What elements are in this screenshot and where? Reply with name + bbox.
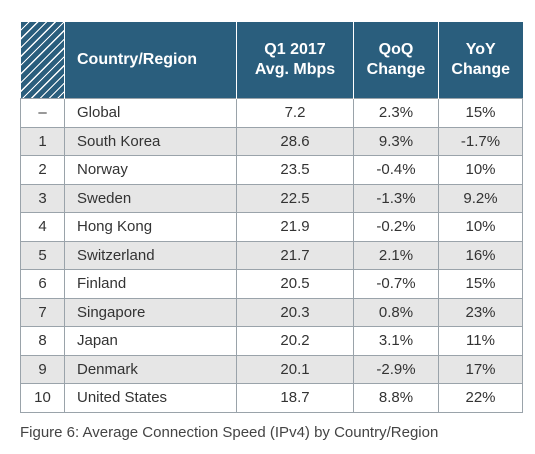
header-avg-mbps: Q1 2017 Avg. Mbps [236,22,354,99]
header-qoq-line2: Change [366,61,426,78]
qoq-change-cell: -0.2% [353,212,439,242]
yoy-change-cell: 11% [438,326,523,356]
rank-cell: 8 [20,326,65,356]
yoy-change-cell: 9.2% [438,184,523,213]
avg-mbps-cell: 21.9 [236,212,354,242]
rank-cell: 5 [20,241,65,270]
table-row: 5 Switzerland 21.7 2.1% 16% [20,241,523,270]
qoq-change-cell: -1.3% [353,184,439,213]
table-row: 4 Hong Kong 21.9 -0.2% 10% [20,212,523,242]
yoy-change-cell: 16% [438,241,523,270]
header-avg-mbps-line1: Q1 2017 [264,41,326,58]
qoq-change-cell: -0.7% [353,269,439,299]
table-row: 7 Singapore 20.3 0.8% 23% [20,298,523,327]
avg-mbps-cell: 21.7 [236,241,354,270]
country-cell: Singapore [64,298,237,327]
qoq-change-cell: 8.8% [353,383,439,413]
rank-cell: 4 [20,212,65,242]
country-cell: South Korea [64,127,237,156]
qoq-change-cell: 2.3% [353,98,439,128]
rank-cell: 3 [20,184,65,213]
yoy-change-cell: -1.7% [438,127,523,156]
yoy-change-cell: 15% [438,98,523,128]
header-avg-mbps-line2: Avg. Mbps [254,61,336,78]
table-row: 9 Denmark 20.1 -2.9% 17% [20,355,523,384]
avg-mbps-cell: 20.1 [236,355,354,384]
country-cell: Finland [64,269,237,299]
data-table-container: Country/Region Q1 2017 Avg. Mbps QoQ Cha… [20,22,523,413]
qoq-change-cell: 0.8% [353,298,439,327]
country-cell: Sweden [64,184,237,213]
table-row: 3 Sweden 22.5 -1.3% 9.2% [20,184,523,213]
table-row: 1 South Korea 28.6 9.3% -1.7% [20,127,523,156]
yoy-change-cell: 10% [438,212,523,242]
qoq-change-cell: -2.9% [353,355,439,384]
yoy-change-cell: 17% [438,355,523,384]
country-cell: Switzerland [64,241,237,270]
avg-mbps-cell: 20.2 [236,326,354,356]
country-cell: Hong Kong [64,212,237,242]
country-cell: Japan [64,326,237,356]
rank-cell: 9 [20,355,65,384]
country-cell: Denmark [64,355,237,384]
table-row: 6 Finland 20.5 -0.7% 15% [20,269,523,299]
table-body: – Global 7.2 2.3% 15% 1 South Korea 28.6 9.3% -1.… [20,98,523,413]
table-row: 2 Norway 23.5 -0.4% 10% [20,155,523,185]
rank-cell: 10 [20,383,65,413]
qoq-change-cell: 3.1% [353,326,439,356]
avg-mbps-cell: 7.2 [236,98,354,128]
avg-mbps-cell: 20.5 [236,269,354,299]
rank-cell: 6 [20,269,65,299]
yoy-change-cell: 22% [438,383,523,413]
table-row: – Global 7.2 2.3% 15% [20,98,523,128]
avg-mbps-cell: 20.3 [236,298,354,327]
rank-cell: – [20,98,65,128]
table-row: 10 United States 18.7 8.8% 22% [20,383,523,413]
table-header: Country/Region Q1 2017 Avg. Mbps QoQ Cha… [20,22,523,99]
header-row: Country/Region Q1 2017 Avg. Mbps QoQ Cha… [20,22,523,99]
qoq-change-cell: -0.4% [353,155,439,185]
rank-cell: 7 [20,298,65,327]
figure-caption: Figure 6: Average Connection Speed (IPv4… [20,424,439,441]
yoy-change-cell: 23% [438,298,523,327]
qoq-change-cell: 9.3% [353,127,439,156]
rank-cell: 1 [20,127,65,156]
avg-mbps-cell: 22.5 [236,184,354,213]
header-yoy: YoY Change [438,22,523,99]
yoy-change-cell: 10% [438,155,523,185]
header-country: Country/Region [64,22,237,99]
country-cell: Global [64,98,237,128]
yoy-change-cell: 15% [438,269,523,299]
header-qoq-line1: QoQ [378,41,414,58]
connection-speed-table: Country/Region Q1 2017 Avg. Mbps QoQ Cha… [20,22,523,413]
country-cell: Norway [64,155,237,185]
header-qoq: QoQ Change [353,22,439,99]
header-rank-hatch [20,22,65,99]
qoq-change-cell: 2.1% [353,241,439,270]
header-yoy-line2: Change [451,61,511,78]
country-cell: United States [64,383,237,413]
avg-mbps-cell: 18.7 [236,383,354,413]
rank-cell: 2 [20,155,65,185]
table-row: 8 Japan 20.2 3.1% 11% [20,326,523,356]
avg-mbps-cell: 23.5 [236,155,354,185]
avg-mbps-cell: 28.6 [236,127,354,156]
header-yoy-line1: YoY [465,41,496,58]
